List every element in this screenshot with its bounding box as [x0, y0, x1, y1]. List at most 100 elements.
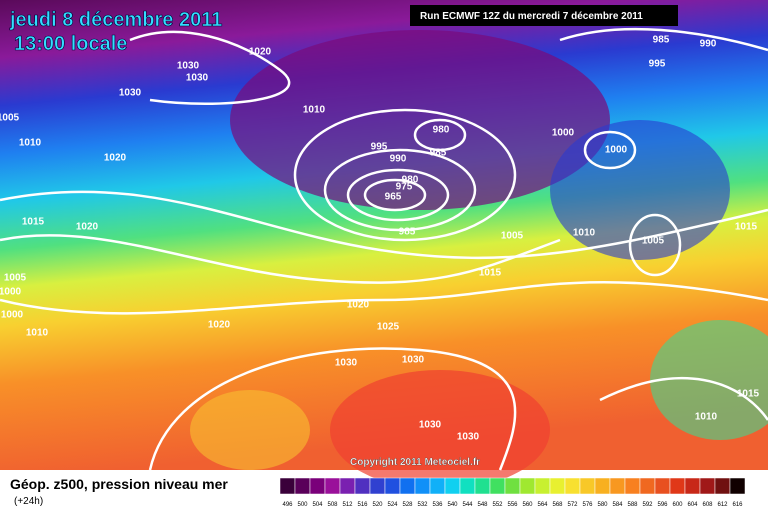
- isobar-label: 1005: [0, 113, 20, 124]
- isobar-label: 1030: [402, 355, 425, 366]
- scale-label: 616: [732, 502, 743, 508]
- time-title: 13:00 locale: [14, 33, 127, 55]
- scale-swatch: [444, 477, 461, 495]
- isobar-label: 1005: [642, 236, 665, 247]
- isobar-label: 995: [371, 142, 388, 153]
- isobar-label: 995: [649, 59, 666, 70]
- scale-label: 504: [312, 502, 323, 508]
- isobar-label: 990: [700, 39, 717, 50]
- scale-label: 560: [522, 502, 533, 508]
- date-title: jeudi 8 décembre 2011: [9, 9, 222, 31]
- isobar-label: 1030: [335, 358, 358, 369]
- isobar-label: 1015: [22, 217, 45, 228]
- scale-label: 592: [642, 502, 653, 508]
- scale-swatch: [474, 477, 491, 495]
- scale-swatch: [564, 477, 581, 495]
- isobar-label: 980: [402, 175, 419, 186]
- run-info: Run ECMWF 12Z du mercredi 7 décembre 201…: [420, 11, 643, 22]
- scale-swatch: [519, 477, 536, 495]
- isobar-label: 1030: [177, 61, 200, 72]
- scale-label: 556: [507, 502, 518, 508]
- scale-label: 496: [282, 502, 293, 508]
- isobar-label: 1010: [26, 328, 49, 339]
- isobar-label: 1030: [419, 420, 442, 431]
- scale-label: 520: [372, 502, 383, 508]
- map-area: 1020103010301030100510101020101099599098…: [0, 0, 768, 490]
- scale-label: 604: [687, 502, 698, 508]
- scale-label: 568: [552, 502, 563, 508]
- scale-label: 512: [342, 502, 353, 508]
- scale-label: 584: [612, 502, 623, 508]
- scale-swatch: [324, 477, 341, 495]
- scale-label: 552: [492, 502, 503, 508]
- isobar-label: 975: [396, 182, 413, 193]
- scale-swatch: [534, 477, 551, 495]
- isobar-label: 1015: [737, 389, 760, 400]
- scale-swatch: [549, 477, 566, 495]
- isobar-label: 990: [390, 154, 407, 165]
- scale-label: 580: [597, 502, 608, 508]
- scale-swatch: [669, 477, 686, 495]
- isobar-label: 1010: [695, 412, 718, 423]
- scale-swatch: [594, 477, 611, 495]
- copyright: Copyright 2011 Meteociel.fr: [350, 457, 480, 468]
- scale-swatch: [684, 477, 701, 495]
- scale-swatch: [699, 477, 716, 495]
- scale-label: 576: [582, 502, 593, 508]
- scale-swatch: [279, 477, 296, 495]
- scale-label: 500: [297, 502, 308, 508]
- isobar-label: 985: [399, 227, 416, 238]
- isobar-label: 1000: [1, 310, 24, 321]
- scale-label: 564: [537, 502, 548, 508]
- isobar-label: 1010: [19, 138, 42, 149]
- isobar-label: 1010: [303, 105, 326, 116]
- isobar-label: 985: [430, 148, 447, 159]
- scale-label: 536: [432, 502, 443, 508]
- isobar-label: 1005: [501, 231, 524, 242]
- isobar-label: 1020: [104, 153, 127, 164]
- isobar-label: 1010: [573, 228, 596, 239]
- isobar-label: 1020: [76, 222, 99, 233]
- scale-swatch: [429, 477, 446, 495]
- isobar-label: 1000: [552, 128, 575, 139]
- scale-label: 572: [567, 502, 578, 508]
- scale-swatch: [489, 477, 506, 495]
- scale-swatch: [639, 477, 656, 495]
- scale-swatch: [339, 477, 356, 495]
- scale-swatch: [294, 477, 311, 495]
- scale-label: 532: [417, 502, 428, 508]
- scale-label: 600: [672, 502, 683, 508]
- isobar-label: 1005: [4, 273, 27, 284]
- scale-label: 608: [702, 502, 713, 508]
- lead-time: (+24h): [14, 496, 43, 507]
- scale-label: 588: [627, 502, 638, 508]
- scale-swatch: [384, 477, 401, 495]
- scale-swatch: [729, 477, 746, 495]
- isobar-label: 1000: [605, 145, 628, 156]
- legend-title: Géop. z500, pression niveau mer: [10, 476, 228, 492]
- scale-swatch: [309, 477, 326, 495]
- scale-swatch: [369, 477, 386, 495]
- isobar-label: 1030: [457, 432, 480, 443]
- scale-label: 516: [357, 502, 368, 508]
- scale-swatch: [399, 477, 416, 495]
- scale-label: 548: [477, 502, 488, 508]
- isobar-label: 1025: [377, 322, 400, 333]
- scale-swatch: [414, 477, 431, 495]
- isobar-label: 1020: [249, 47, 272, 58]
- isobar-label: 1015: [479, 268, 502, 279]
- scale-swatch: [714, 477, 731, 495]
- scale-swatch: [459, 477, 476, 495]
- scale-label: 540: [447, 502, 458, 508]
- isobar-label: 1030: [119, 88, 142, 99]
- isobar-label: 1030: [186, 73, 209, 84]
- isobar-label: 965: [385, 192, 402, 203]
- scale-swatch: [609, 477, 626, 495]
- scale-swatch: [504, 477, 521, 495]
- isobar-label: 1015: [735, 222, 758, 233]
- scale-label: 524: [387, 502, 398, 508]
- isobar-label: 1000: [0, 287, 22, 298]
- scale-swatch: [654, 477, 671, 495]
- scale-label: 508: [327, 502, 338, 508]
